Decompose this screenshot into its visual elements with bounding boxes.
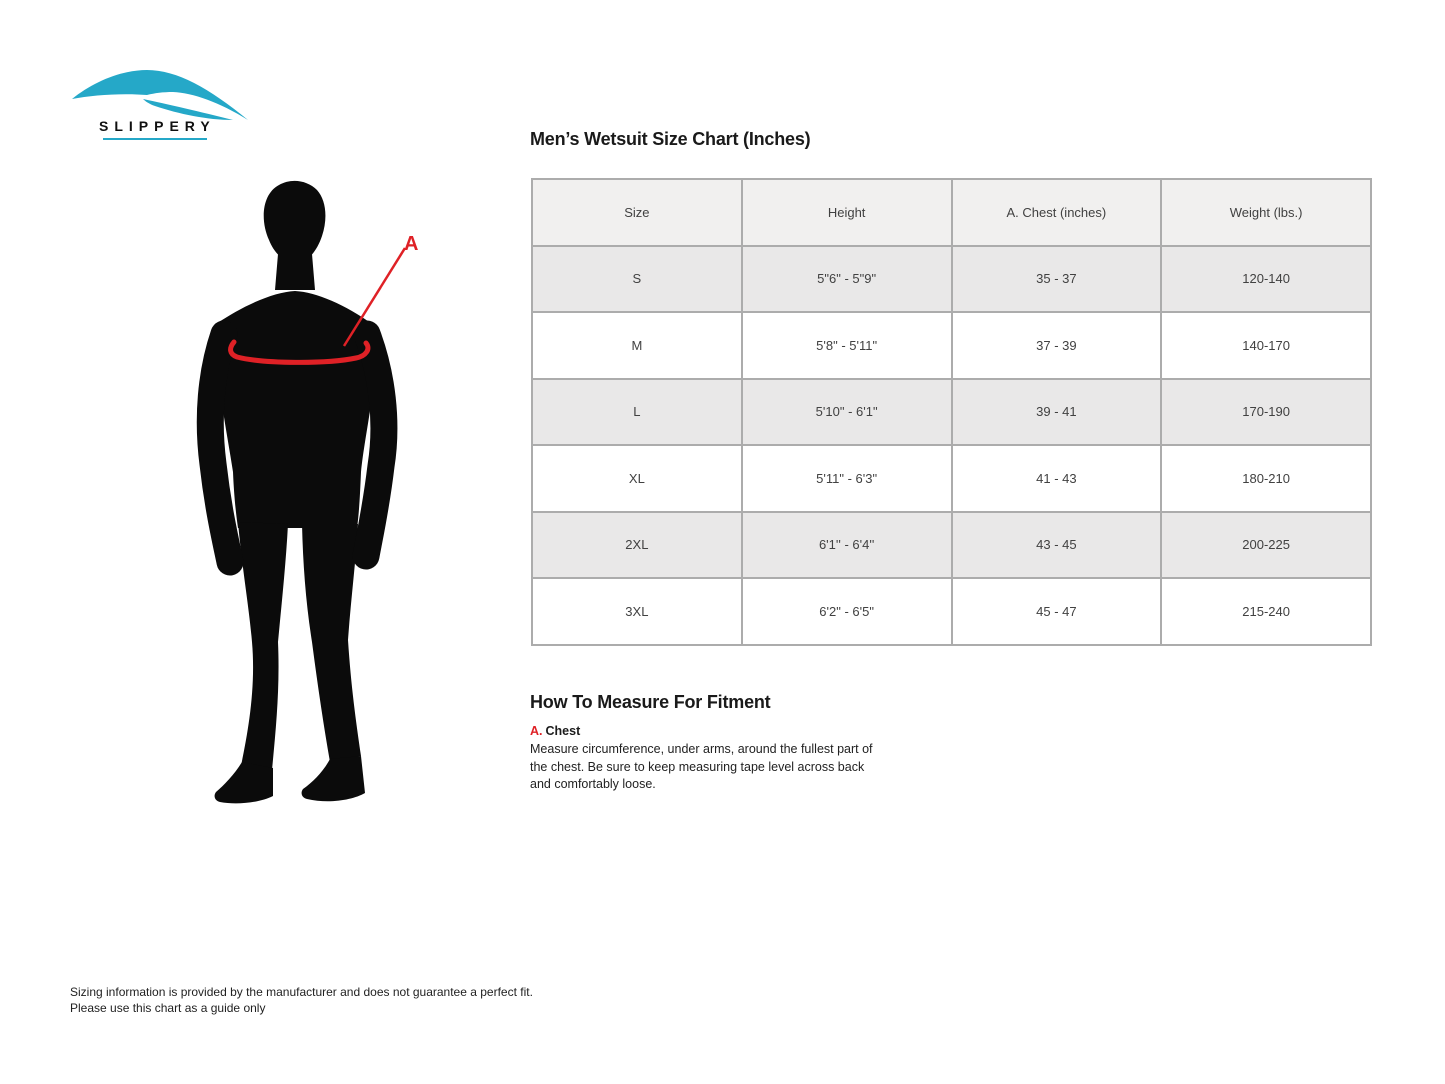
disclaimer-line2: Please use this chart as a guide only <box>70 1000 266 1015</box>
chest-measure-line <box>228 339 371 365</box>
size-chart-table: Size Height A. Chest (inches) Weight (lb… <box>531 178 1372 646</box>
table-row-2xl: 2XL 6'1'' - 6'4'' 43 - 45 200-225 <box>531 510 1372 579</box>
measure-description: Measure circumference, under arms, aroun… <box>530 742 873 791</box>
cell-size: 3XL <box>531 577 743 646</box>
cell-weight: 170-190 <box>1160 377 1372 446</box>
disclaimer-line1: Sizing information is provided by the ma… <box>70 985 533 999</box>
cell-height: 5'11" - 6'3" <box>740 444 953 513</box>
cell-chest: 35 - 37 <box>950 244 1163 313</box>
cell-chest: 41 - 43 <box>950 444 1163 513</box>
cell-chest: 43 - 45 <box>950 510 1163 579</box>
silhouette-body <box>214 180 376 804</box>
measure-label-a: A <box>404 233 418 255</box>
column-header-size: Size <box>531 178 743 247</box>
column-header-height: Height <box>740 178 953 247</box>
table-row-s: S 5"6" - 5"9" 35 - 37 120-140 <box>531 244 1372 313</box>
cell-chest: 45 - 47 <box>950 577 1163 646</box>
wave-icon <box>72 70 248 120</box>
cell-weight: 200-225 <box>1160 510 1372 579</box>
male-silhouette: A <box>196 180 418 804</box>
cell-size: S <box>531 244 743 313</box>
table-row-m: M 5'8" - 5'11" 37 - 39 140-170 <box>531 311 1372 380</box>
cell-height: 6'1'' - 6'4'' <box>740 510 953 579</box>
table-header-row: Size Height A. Chest (inches) Weight (lb… <box>531 178 1372 247</box>
brand-name: SLIPPERY <box>99 118 216 134</box>
measure-label: A. Chest <box>530 724 910 738</box>
cell-weight: 140-170 <box>1160 311 1372 380</box>
disclaimer: Sizing information is provided by the ma… <box>70 985 533 1016</box>
cell-chest: 39 - 41 <box>950 377 1163 446</box>
size-chart-title: Men’s Wetsuit Size Chart (Inches) <box>530 129 811 149</box>
brand-underline <box>103 138 207 140</box>
cell-weight: 180-210 <box>1160 444 1372 513</box>
silhouette-arms <box>196 320 398 576</box>
table-row-xl: XL 5'11" - 6'3" 41 - 43 180-210 <box>531 444 1372 513</box>
brand-logo: SLIPPERY <box>68 60 260 152</box>
howto-heading: How To Measure For Fitment <box>530 692 771 712</box>
cell-height: 5'10" - 6'1" <box>740 377 953 446</box>
table-row-l: L 5'10" - 6'1" 39 - 41 170-190 <box>531 377 1372 446</box>
measure-pointer-line <box>342 247 407 347</box>
cell-size: M <box>531 311 743 380</box>
cell-chest: 37 - 39 <box>950 311 1163 380</box>
cell-height: 5"6" - 5"9" <box>740 244 953 313</box>
cell-weight: 120-140 <box>1160 244 1372 313</box>
column-header-chest: A. Chest (inches) <box>950 178 1163 247</box>
body-measurement-figure: A <box>172 176 432 816</box>
how-to-measure-section: How To Measure For Fitment A. Chest Measu… <box>530 692 910 794</box>
column-header-weight: Weight (lbs.) <box>1160 178 1372 247</box>
cell-size: 2XL <box>531 510 743 579</box>
cell-size: L <box>531 377 743 446</box>
measure-letter: A. <box>530 724 543 738</box>
cell-height: 5'8" - 5'11" <box>740 311 953 380</box>
table-row-3xl: 3XL 6'2" - 6'5" 45 - 47 215-240 <box>531 577 1372 646</box>
cell-size: XL <box>531 444 743 513</box>
cell-weight: 215-240 <box>1160 577 1372 646</box>
measure-name: Chest <box>545 724 581 738</box>
cell-height: 6'2" - 6'5" <box>740 577 953 646</box>
